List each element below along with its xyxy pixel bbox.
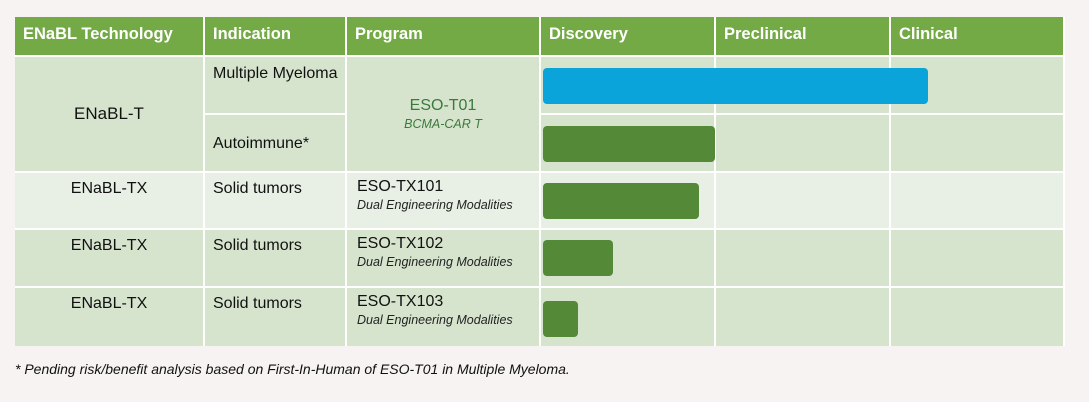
row4-preclinical [716, 288, 891, 346]
program-name: ESO-TX102 [357, 235, 444, 252]
row4-program: ESO-TX103 Dual Engineering Modalities [347, 288, 541, 346]
program-subtitle: Dual Engineering Modalities [357, 313, 513, 327]
row2-technology: ENaBL-TX [15, 173, 205, 230]
header-technology: ENaBL Technology [15, 17, 205, 57]
row1b-preclinical [716, 115, 891, 173]
row1b-clinical [891, 115, 1065, 173]
row2-preclinical [716, 173, 891, 230]
program-name: ESO-TX103 [357, 293, 444, 310]
technology-label: ENaBL-TX [70, 180, 148, 197]
program-subtitle: BCMA-CAR T [404, 117, 482, 131]
indication-label: Solid tumors [213, 237, 302, 254]
row3-program: ESO-TX102 Dual Engineering Modalities [347, 230, 541, 288]
row1-indication-a: Multiple Myeloma [205, 57, 347, 115]
row2-program: ESO-TX101 Dual Engineering Modalities [347, 173, 541, 230]
header-indication: Indication [205, 17, 347, 57]
indication-label: Solid tumors [213, 180, 302, 197]
pipeline-table: ENaBL Technology Indication Program Disc… [15, 17, 1065, 346]
row2-clinical [891, 173, 1065, 230]
row1-indication-b: Autoimmune* [205, 115, 347, 173]
header-preclinical: Preclinical [716, 17, 891, 57]
technology-label: ENaBL-T [74, 104, 144, 123]
row1-program: ESO-T01 BCMA-CAR T [347, 57, 541, 173]
header-program: Program [347, 17, 541, 57]
program-subtitle: Dual Engineering Modalities [357, 255, 513, 269]
row3-indication: Solid tumors [205, 230, 347, 288]
technology-label: ENaBL-TX [70, 295, 148, 312]
row4-technology: ENaBL-TX [15, 288, 205, 346]
progress-bar-eso-t01 [543, 126, 715, 162]
indication-label: Solid tumors [213, 295, 302, 312]
row3-preclinical [716, 230, 891, 288]
progress-bar-eso-t01 [543, 68, 928, 104]
row1-technology: ENaBL-T [15, 57, 205, 173]
footnote: * Pending risk/benefit analysis based on… [15, 361, 570, 377]
header-discovery: Discovery [541, 17, 716, 57]
row3-clinical [891, 230, 1065, 288]
row2-indication: Solid tumors [205, 173, 347, 230]
program-name: ESO-TX101 [357, 178, 444, 195]
row3-technology: ENaBL-TX [15, 230, 205, 288]
progress-bar-eso-tx103 [543, 301, 578, 337]
row4-clinical [891, 288, 1065, 346]
progress-bar-eso-tx102 [543, 240, 613, 276]
indication-label: Multiple Myeloma [213, 65, 338, 82]
program-name: ESO-T01 [409, 97, 477, 114]
progress-bar-eso-tx101 [543, 183, 699, 219]
technology-label: ENaBL-TX [70, 237, 148, 254]
program-subtitle: Dual Engineering Modalities [357, 198, 513, 212]
header-clinical: Clinical [891, 17, 1065, 57]
row4-indication: Solid tumors [205, 288, 347, 346]
indication-label: Autoimmune* [213, 134, 310, 152]
